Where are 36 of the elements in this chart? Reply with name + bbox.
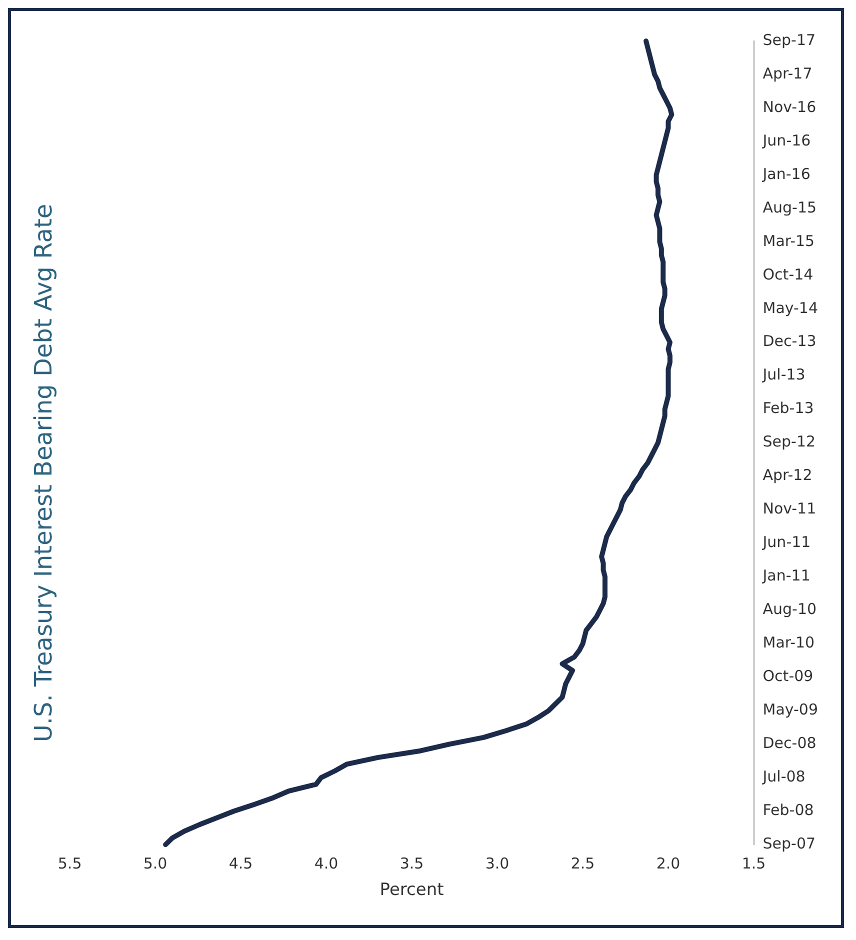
x-tick-label: 5.5: [58, 854, 82, 872]
y-tick-label: Apr-12: [762, 466, 812, 484]
y-tick-label: Feb-13: [762, 399, 814, 418]
y-tick-label: Feb-08: [762, 801, 814, 820]
y-tick-label: Aug-15: [762, 198, 817, 216]
y-tick-label: Apr-17: [762, 64, 812, 82]
x-tick-label: 4.0: [314, 854, 338, 872]
y-tick-label: Nov-11: [762, 500, 816, 518]
x-axis-title: Percent: [380, 880, 444, 900]
y-tick-label: Mar-10: [762, 634, 815, 652]
y-tick-label: Dec-08: [762, 734, 816, 752]
y-tick-label: Oct-09: [762, 667, 814, 686]
y-tick-label: May-09: [762, 700, 818, 719]
y-tick-label: Mar-15: [762, 232, 815, 250]
y-tick-label: Jun-11: [762, 533, 811, 552]
y-tick-label: Sep-12: [762, 432, 816, 451]
y-tick-label: Dec-13: [762, 332, 816, 350]
y-tick-label: Jun-16: [762, 131, 811, 150]
y-tick-label: Sep-17: [762, 30, 816, 49]
x-tick-label: 2.0: [656, 854, 680, 872]
x-tick-label: 4.5: [228, 854, 253, 872]
y-tick-label: May-14: [762, 298, 818, 317]
x-tick-label: 3.5: [400, 854, 424, 872]
y-tick-label: Jan-16: [762, 164, 810, 183]
y-tick-label: Jan-11: [762, 566, 810, 585]
y-tick-label: Nov-16: [762, 98, 816, 116]
x-tick-label: 1.5: [742, 854, 766, 872]
y-tick-label: Jul-08: [762, 768, 806, 786]
y-tick-label: Aug-10: [762, 600, 817, 618]
text: U.S. Treasury Interest Bearing Debt Avg Rate: [30, 204, 58, 742]
y-tick-label: Sep-07: [762, 834, 816, 852]
x-tick-label: 5.0: [143, 854, 168, 872]
x-tick-label: 3.0: [485, 854, 510, 872]
y-tick-label: Oct-14: [762, 265, 814, 284]
y-tick-label: Jul-13: [762, 366, 806, 384]
x-tick-label: 2.5: [570, 854, 595, 872]
